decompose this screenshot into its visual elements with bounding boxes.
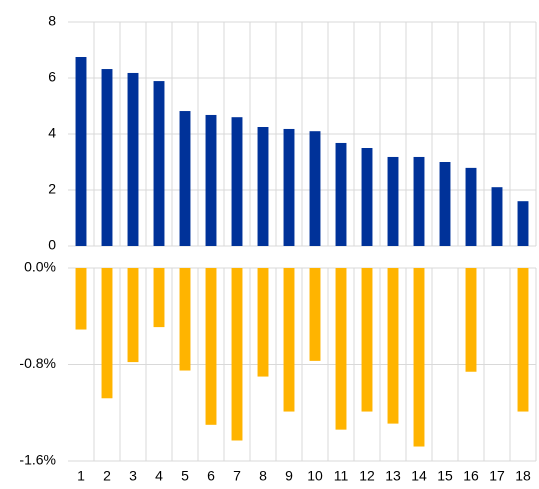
y-tick-label: -0.8%	[19, 355, 56, 371]
bar	[465, 268, 477, 372]
y-tick-label: 0.0%	[24, 259, 56, 275]
bar	[413, 268, 425, 447]
bar	[387, 156, 399, 246]
bar	[153, 268, 165, 328]
x-tick-label: 12	[359, 468, 375, 484]
bar	[335, 268, 347, 430]
x-tick-label: 4	[155, 468, 163, 484]
x-tick-label: 16	[463, 468, 479, 484]
bar	[361, 268, 373, 412]
y-tick-label: 0	[48, 237, 56, 253]
x-tick-label: 7	[233, 468, 241, 484]
bar	[517, 268, 529, 412]
bar	[231, 268, 243, 441]
bar	[153, 81, 165, 246]
x-tick-label: 11	[334, 468, 349, 484]
bar	[127, 268, 139, 363]
bar	[517, 201, 529, 246]
bar	[101, 69, 113, 246]
y-tick-label: 4	[48, 125, 56, 141]
x-tick-label: 13	[385, 468, 401, 484]
x-tick-label: 3	[129, 468, 137, 484]
y-tick-label: 8	[48, 13, 56, 29]
bar	[205, 114, 217, 247]
x-tick-label: 2	[103, 468, 111, 484]
bar	[413, 156, 425, 246]
x-tick-label: 18	[515, 468, 531, 484]
x-tick-label: 6	[207, 468, 215, 484]
bar	[335, 142, 347, 246]
x-tick-label: 8	[259, 468, 267, 484]
bar	[179, 268, 191, 371]
bar	[309, 268, 321, 361]
x-tick-label: 5	[181, 468, 189, 484]
bar	[439, 162, 451, 246]
bar	[361, 148, 373, 246]
bar	[127, 72, 139, 247]
bar	[75, 57, 87, 246]
bar	[257, 268, 269, 377]
bar	[231, 117, 243, 246]
bar	[257, 127, 269, 246]
x-tick-label: 14	[411, 468, 427, 484]
bar	[387, 268, 399, 424]
bar	[465, 167, 477, 246]
bar	[309, 131, 321, 246]
bar	[101, 268, 113, 399]
x-tick-label: 15	[437, 468, 453, 484]
bar	[283, 128, 295, 246]
x-tick-label: 10	[307, 468, 323, 484]
bar	[491, 187, 503, 246]
bar	[205, 268, 217, 425]
x-tick-label: 1	[77, 468, 85, 484]
bar	[283, 268, 295, 412]
x-tick-label: 17	[489, 468, 505, 484]
x-tick-label: 9	[285, 468, 293, 484]
y-tick-label: -1.6%	[19, 452, 56, 468]
bar	[179, 111, 191, 246]
y-tick-label: 6	[48, 69, 56, 85]
y-tick-label: 2	[48, 181, 56, 197]
bar	[75, 268, 87, 330]
